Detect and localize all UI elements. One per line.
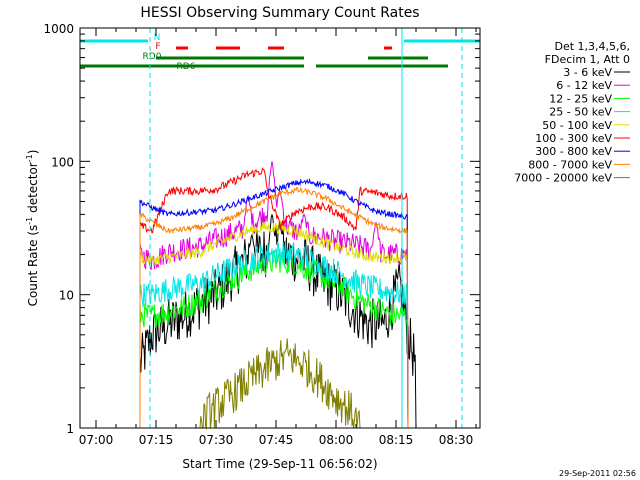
y-axis-label-end: ) [26,150,40,155]
series-line-5 [139,167,409,429]
x-tick-label: 08:00 [319,433,354,447]
y-axis-label-main: Count Rate (s [26,225,40,307]
legend: Det 1,3,4,5,6, FDecim 1, Att 0 3 - 6 keV… [514,40,630,185]
y-tick-label: 10 [59,289,74,303]
series-line-6 [139,177,409,429]
flag-label-rd6: RD6 [177,62,196,72]
x-tick-label: 07:15 [139,433,174,447]
y-tick-label: 100 [51,155,74,169]
series-line-3 [139,240,409,429]
legend-entry-label: 6 - 12 keV [556,79,612,92]
y-axis-label-mid: detector [26,162,40,217]
legend-entry-label: 100 - 300 keV [535,132,612,145]
legend-entry-label: 300 - 800 keV [535,145,612,158]
x-axis-label: Start Time (29-Sep-11 06:56:02) [182,457,377,471]
x-tick-label: 07:45 [259,433,294,447]
legend-entry-label: 12 - 25 keV [549,92,612,105]
legend-entry-label: 50 - 100 keV [542,119,612,132]
vertical-markers [149,28,463,428]
series-line-8 [199,338,361,430]
x-tick-label: 08:30 [439,433,474,447]
legend-entry-label: 7000 - 20000 keV [514,172,612,185]
y-tick-label: 1000 [43,22,74,36]
y-tick-label: 1 [66,422,74,436]
series-line-4 [139,220,409,429]
flag-label-f: F [155,42,160,52]
legend-header-line1: Det 1,3,4,5,6, [554,40,630,53]
legend-header-line2: FDecim 1, Att 0 [545,53,630,66]
x-axis-ticks: 07:00 07:15 07:30 07:45 08:00 08:15 08:30 [79,28,477,447]
flag-label-n: N [154,33,161,43]
legend-entry-label: 25 - 50 keV [549,106,612,119]
x-tick-label: 07:30 [199,433,234,447]
y-axis-label: Count Rate (s-1 detector-1) [25,150,40,307]
legend-entry-label: 3 - 6 keV [563,66,612,79]
x-tick-label: 08:15 [379,433,414,447]
series-line-1 [139,161,409,429]
chart-title: HESSI Observing Summary Count Rates [140,5,419,21]
footer-timestamp: 29-Sep-2011 02:56 [559,469,636,478]
legend-entry-label: 800 - 7000 keV [528,158,612,171]
flag-label-rd0: RD0 [143,52,162,62]
y-axis-label-sup1: -1 [25,217,34,225]
series-group [139,161,417,430]
series-line-7 [139,186,409,429]
y-axis-ticks: 1 10 100 1000 [43,22,480,436]
y-axis-label-sup2: -1 [25,154,34,162]
x-tick-label: 07:00 [79,433,114,447]
series-line-2 [139,250,409,429]
plot-frame [79,27,481,429]
